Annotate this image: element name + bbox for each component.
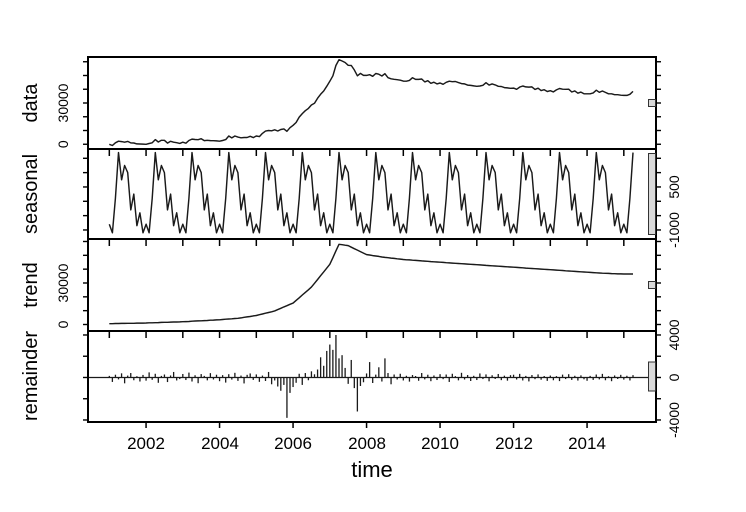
remainder-ytick-label-4000: 4000 <box>666 319 682 350</box>
data-ytick-label-0: 0 <box>55 140 71 148</box>
x-tick-label-2008: 2008 <box>348 434 386 453</box>
remainder-bars <box>108 334 634 418</box>
trend-range-bar <box>648 281 656 289</box>
data-series-line <box>109 58 634 147</box>
seasonal-range-bar <box>648 153 656 235</box>
x-axis-title: time <box>351 457 393 482</box>
remainder-ytick-label--4000: -4000 <box>666 402 682 438</box>
tick-labels-layer: 0 30000 500 -1000 0 30000 4000 0 -4000 <box>55 83 682 438</box>
remainder-ytick-label-0: 0 <box>666 373 682 381</box>
x-tick-label-2004: 2004 <box>201 434 239 453</box>
x-tick-label-2002: 2002 <box>127 434 165 453</box>
range-bars-layer <box>648 99 656 392</box>
x-tick-label-2006: 2006 <box>274 434 312 453</box>
x-tick-label-2014: 2014 <box>568 434 606 453</box>
panel-label-seasonal: seasonal <box>20 154 42 234</box>
x-tick-label-2010: 2010 <box>421 434 459 453</box>
data-ytick-label-30000: 30000 <box>55 83 71 122</box>
panel-label-data: data <box>20 83 42 123</box>
series-layer <box>88 58 656 418</box>
x-tick-label-2012: 2012 <box>495 434 533 453</box>
trend-ytick-label-0: 0 <box>55 320 71 328</box>
panel-label-remainder: remainder <box>20 331 42 421</box>
panel-label-trend: trend <box>20 262 42 308</box>
frames-and-axes-layer <box>83 56 661 428</box>
trend-ytick-label-30000: 30000 <box>55 263 71 302</box>
remainder-range-bar <box>648 361 656 392</box>
seasonal-series-line <box>108 151 634 234</box>
seasonal-ytick-label--1000: -1000 <box>666 212 682 248</box>
trend-series-line <box>109 243 633 325</box>
seasonal-ytick-label-500: 500 <box>666 175 682 199</box>
data-range-bar <box>648 99 656 107</box>
